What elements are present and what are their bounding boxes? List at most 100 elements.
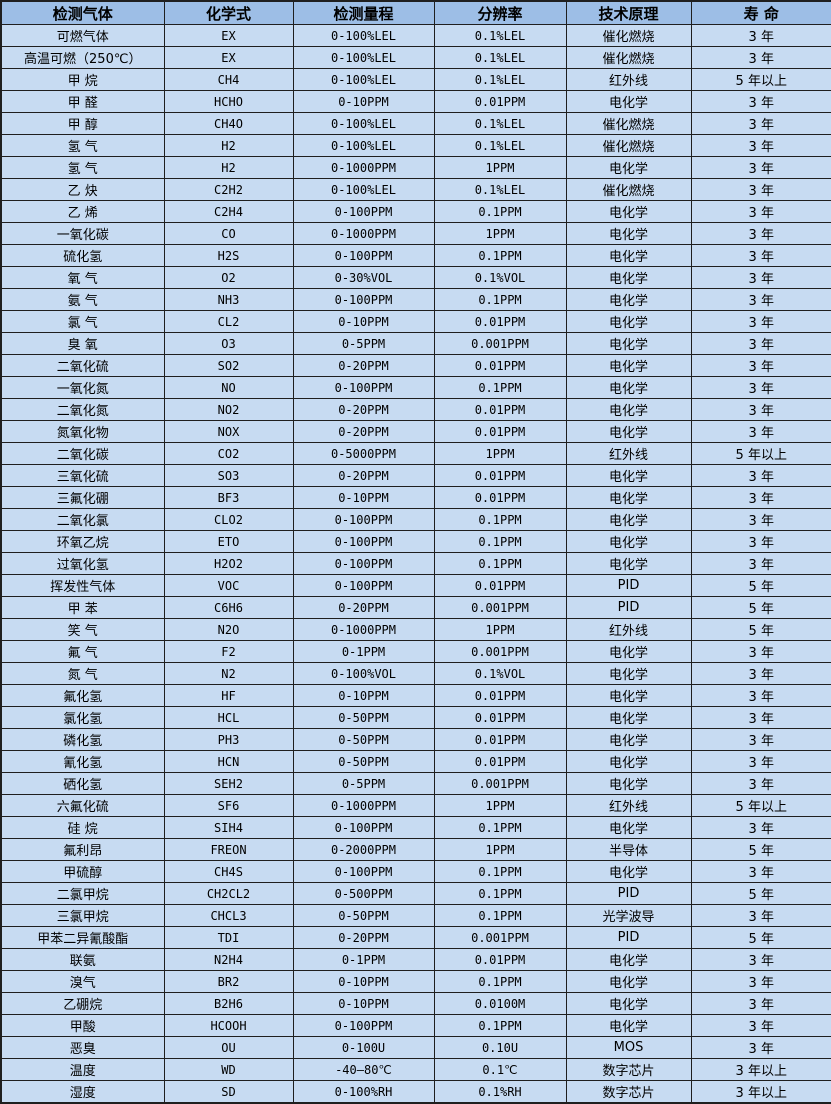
cell-principle: 电化学	[565, 244, 692, 267]
table-row: 氟化氢 HF 0-10PPM 0.01PPM 电化学 3 年	[0, 684, 831, 707]
cell-formula: CH4O	[163, 112, 294, 135]
cell-principle: 电化学	[565, 332, 692, 355]
cell-lifespan: 3 年	[690, 420, 831, 443]
cell-formula: C6H6	[163, 596, 294, 619]
cell-resolution: 1PPM	[433, 222, 567, 245]
column-header-lifespan: 寿 命	[690, 0, 831, 25]
cell-lifespan: 3 年	[690, 552, 831, 575]
cell-resolution: 0.1%LEL	[433, 46, 567, 69]
cell-resolution: 0.1℃	[433, 1058, 567, 1081]
cell-resolution: 1PPM	[433, 618, 567, 641]
cell-range: 0-100%LEL	[292, 112, 435, 135]
cell-formula: NOX	[163, 420, 294, 443]
cell-principle: 催化燃烧	[565, 178, 692, 201]
cell-range: 0-1PPM	[292, 948, 435, 971]
cell-principle: MOS	[565, 1036, 692, 1059]
cell-lifespan: 5 年	[690, 882, 831, 905]
cell-principle: 电化学	[565, 398, 692, 421]
table-row: 溴气 BR2 0-10PPM 0.1PPM 电化学 3 年	[0, 970, 831, 993]
cell-gas: 二氯甲烷	[0, 882, 165, 905]
cell-gas: 氟 气	[0, 640, 165, 663]
table-row: 氟 气 F2 0-1PPM 0.001PPM 电化学 3 年	[0, 640, 831, 663]
table-row: 二氧化碳 CO2 0-5000PPM 1PPM 红外线 5 年以上	[0, 442, 831, 465]
cell-lifespan: 3 年	[690, 728, 831, 751]
cell-gas: 三氯甲烷	[0, 904, 165, 927]
cell-range: 0-2000PPM	[292, 838, 435, 861]
table-row: 一氧化碳 CO 0-1000PPM 1PPM 电化学 3 年	[0, 222, 831, 245]
cell-principle: PID	[565, 574, 692, 597]
column-header-range: 检测量程	[292, 0, 435, 25]
cell-principle: 电化学	[565, 640, 692, 663]
cell-lifespan: 3 年	[690, 398, 831, 421]
cell-formula: CH2CL2	[163, 882, 294, 905]
cell-range: 0-100PPM	[292, 552, 435, 575]
cell-formula: H2	[163, 156, 294, 179]
cell-gas: 环氧乙烷	[0, 530, 165, 553]
cell-resolution: 0.01PPM	[433, 574, 567, 597]
cell-formula: CH4S	[163, 860, 294, 883]
cell-lifespan: 5 年	[690, 618, 831, 641]
cell-resolution: 1PPM	[433, 794, 567, 817]
cell-resolution: 0.1%LEL	[433, 68, 567, 91]
cell-formula: C2H2	[163, 178, 294, 201]
cell-gas: 甲 苯	[0, 596, 165, 619]
table-row: 臭 氧 O3 0-5PPM 0.001PPM 电化学 3 年	[0, 332, 831, 355]
cell-formula: SO3	[163, 464, 294, 487]
cell-resolution: 1PPM	[433, 442, 567, 465]
cell-gas: 恶臭	[0, 1036, 165, 1059]
cell-range: 0-100%LEL	[292, 178, 435, 201]
cell-gas: 联氨	[0, 948, 165, 971]
cell-formula: O2	[163, 266, 294, 289]
cell-gas: 甲 醇	[0, 112, 165, 135]
cell-resolution: 0.01PPM	[433, 684, 567, 707]
table-row: 硫化氢 H2S 0-100PPM 0.1PPM 电化学 3 年	[0, 244, 831, 267]
cell-resolution: 0.1%LEL	[433, 112, 567, 135]
cell-formula: ETO	[163, 530, 294, 553]
cell-resolution: 0.1%LEL	[433, 178, 567, 201]
cell-resolution: 0.1PPM	[433, 970, 567, 993]
cell-gas: 甲苯二异氰酸酯	[0, 926, 165, 949]
cell-resolution: 0.001PPM	[433, 332, 567, 355]
cell-gas: 氮 气	[0, 662, 165, 685]
cell-resolution: 0.01PPM	[433, 354, 567, 377]
table-row: 氮氧化物 NOX 0-20PPM 0.01PPM 电化学 3 年	[0, 420, 831, 443]
cell-formula: WD	[163, 1058, 294, 1081]
table-row: 恶臭 OU 0-100U 0.10U MOS 3 年	[0, 1036, 831, 1059]
cell-principle: 电化学	[565, 310, 692, 333]
cell-range: -40—80℃	[292, 1058, 435, 1081]
table-row: 过氧化氢 H2O2 0-100PPM 0.1PPM 电化学 3 年	[0, 552, 831, 575]
cell-lifespan: 3 年	[690, 24, 831, 47]
cell-resolution: 0.001PPM	[433, 926, 567, 949]
cell-range: 0-10PPM	[292, 310, 435, 333]
cell-gas: 高温可燃（250℃）	[0, 46, 165, 69]
cell-range: 0-100%VOL	[292, 662, 435, 685]
cell-principle: 电化学	[565, 948, 692, 971]
cell-range: 0-100PPM	[292, 376, 435, 399]
cell-resolution: 0.0100M	[433, 992, 567, 1015]
cell-lifespan: 3 年	[690, 508, 831, 531]
cell-formula: CO2	[163, 442, 294, 465]
cell-formula: F2	[163, 640, 294, 663]
cell-principle: 电化学	[565, 684, 692, 707]
cell-lifespan: 5 年	[690, 926, 831, 949]
table-row: 硒化氢 SEH2 0-5PPM 0.001PPM 电化学 3 年	[0, 772, 831, 795]
cell-gas: 臭 氧	[0, 332, 165, 355]
cell-gas: 硫化氢	[0, 244, 165, 267]
table-row: 氰化氢 HCN 0-50PPM 0.01PPM 电化学 3 年	[0, 750, 831, 773]
cell-lifespan: 3 年	[690, 860, 831, 883]
cell-gas: 乙硼烷	[0, 992, 165, 1015]
cell-resolution: 0.1PPM	[433, 904, 567, 927]
cell-lifespan: 5 年以上	[690, 442, 831, 465]
cell-range: 0-100PPM	[292, 244, 435, 267]
cell-resolution: 0.01PPM	[433, 464, 567, 487]
cell-lifespan: 3 年	[690, 640, 831, 663]
table-row: 氧 气 O2 0-30%VOL 0.1%VOL 电化学 3 年	[0, 266, 831, 289]
cell-lifespan: 3 年	[690, 684, 831, 707]
table-row: 甲 醛 HCHO 0-10PPM 0.01PPM 电化学 3 年	[0, 90, 831, 113]
cell-principle: PID	[565, 596, 692, 619]
cell-principle: 催化燃烧	[565, 24, 692, 47]
cell-lifespan: 3 年	[690, 464, 831, 487]
cell-lifespan: 5 年	[690, 838, 831, 861]
table-row: 二氧化氯 CLO2 0-100PPM 0.1PPM 电化学 3 年	[0, 508, 831, 531]
cell-principle: 红外线	[565, 68, 692, 91]
